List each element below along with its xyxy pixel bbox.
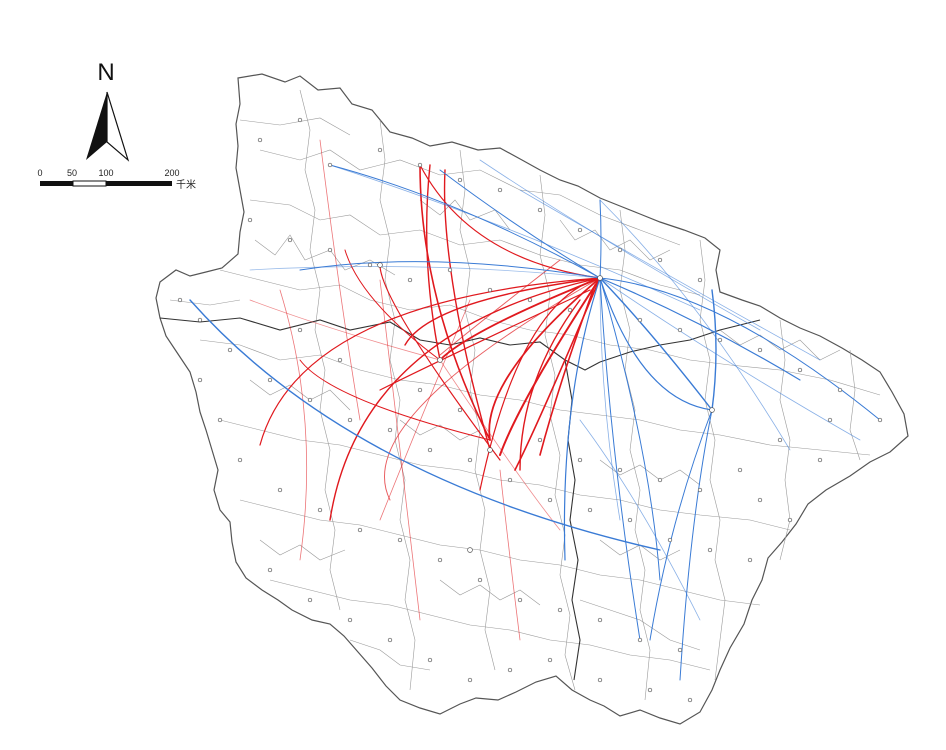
north-letter: N [97, 59, 114, 86]
scale-tick-50: 50 [67, 168, 77, 178]
flow-lines-blue [189, 159, 881, 681]
scale-segment-2 [72, 180, 107, 187]
flow-lines-red [249, 139, 601, 641]
scale-tick-0: 0 [37, 168, 42, 178]
region-outline [155, 73, 909, 725]
scale-segment-1 [40, 181, 73, 186]
scale-unit: 千米 [176, 178, 196, 191]
scale-tick-200: 200 [164, 168, 179, 178]
scale-bar: 0 50 100 200 千米 [37, 168, 196, 191]
scale-tick-100: 100 [98, 168, 113, 178]
north-arrow-icon [86, 91, 130, 162]
north-arrow: N [86, 59, 130, 162]
scale-segment-3 [106, 181, 172, 186]
county-points [177, 117, 883, 703]
